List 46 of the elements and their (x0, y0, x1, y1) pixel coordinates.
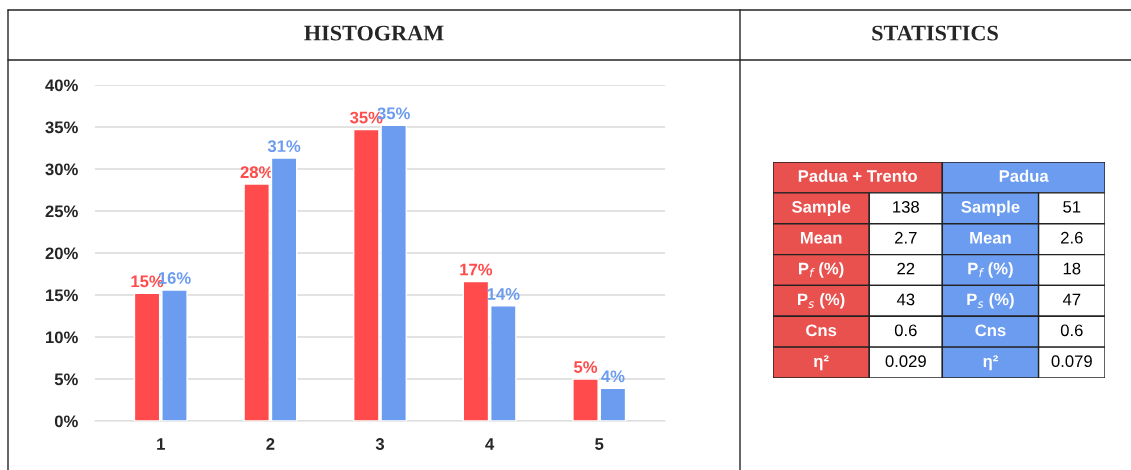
x-tick-label: 1 (157, 438, 165, 450)
x-tick-label: 2 (266, 438, 275, 450)
x-tick-label: 4 (485, 438, 495, 450)
y-tick-label: 10% (46, 331, 78, 344)
text: P$_{f}$ (%) (968, 262, 1013, 278)
y-tick-label: 0% (54, 415, 78, 428)
text: 18 (1063, 262, 1081, 275)
text: η² (814, 355, 829, 371)
text: STATISTICS (872, 25, 998, 41)
text: Sample (791, 200, 851, 217)
data-label: 31% (267, 140, 301, 153)
data-label: 4% (601, 370, 625, 383)
chart-title: HISTOGRAM (304, 25, 444, 41)
y-tick-label: 20% (45, 247, 78, 260)
text: Mean (800, 231, 842, 244)
text: Mean (970, 231, 1011, 244)
text: 0.029 (885, 355, 926, 368)
data-label: 17% (460, 263, 493, 276)
y-tick-label: 5% (54, 373, 78, 386)
text: 2.6 (1061, 231, 1083, 244)
text: Sample (961, 200, 1020, 217)
text: Cns (975, 324, 1006, 337)
text: P$_{f}$ (%) (799, 262, 844, 278)
y-tick-label: 25% (45, 205, 78, 218)
text: 43 (896, 293, 915, 306)
text: 0.079 (1051, 355, 1092, 368)
text: 47 (1062, 293, 1081, 306)
text: 22 (897, 262, 915, 275)
text: 0.6 (894, 324, 917, 337)
text: η² (983, 355, 998, 371)
text: 51 (1063, 201, 1081, 213)
text: 138 (893, 200, 919, 213)
text: Padua (999, 169, 1049, 182)
y-tick-label: 35% (45, 121, 78, 134)
text: 0.6 (1060, 324, 1083, 337)
text: P$_{s}$ (%) (798, 293, 845, 309)
y-tick-label: 30% (45, 163, 78, 176)
x-tick-label: 5 (595, 438, 604, 450)
text: P$_{s}$ (%) (967, 293, 1014, 309)
x-tick-label: 3 (375, 438, 385, 450)
text: 2.7 (895, 231, 917, 244)
y-tick-label: 40% (45, 79, 78, 92)
text: Cns (806, 324, 837, 337)
y-tick-label: 15% (46, 289, 78, 302)
data-label: 5% (574, 361, 598, 373)
text: Padua + Trento (798, 169, 917, 182)
